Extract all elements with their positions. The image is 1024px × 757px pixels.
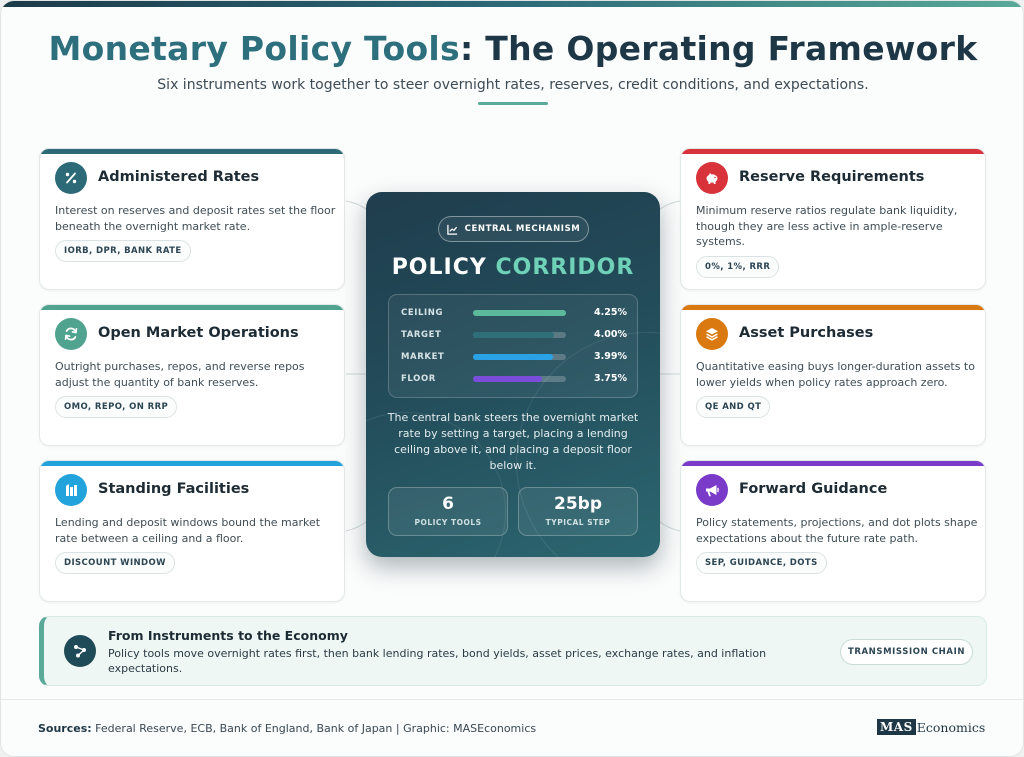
tool-card-forward-guidance: Forward Guidance Policy statements, proj…	[680, 460, 986, 602]
card-title: Open Market Operations	[98, 325, 299, 341]
rate-value: 3.75%	[594, 373, 627, 384]
rate-track	[473, 376, 566, 382]
corridor-title-part2: CORRIDOR	[495, 255, 635, 280]
stat-policy-tools: 6 POLICY TOOLS	[388, 487, 508, 536]
badge-label: CENTRAL MECHANISM	[464, 224, 581, 234]
card-description: Policy statements, projections, and dot …	[696, 516, 978, 545]
corridor-description: The central bank steers the overnight ma…	[387, 411, 639, 472]
card-accent-bar	[40, 461, 344, 466]
logo-mas: MAS	[877, 719, 916, 735]
card-title: Reserve Requirements	[739, 169, 925, 185]
rate-row-ceiling: CEILING 4.25%	[401, 305, 627, 321]
card-description: Quantitative easing buys longer-duration…	[696, 360, 975, 389]
rate-label: CEILING	[401, 308, 444, 318]
card-accent-bar	[40, 305, 344, 310]
card-tag: DISCOUNT WINDOW	[55, 552, 175, 574]
rate-value: 4.00%	[594, 329, 627, 340]
stat-value: 6	[442, 494, 454, 514]
tool-card-asset-purchases: Asset Purchases Quantitative easing buys…	[680, 304, 986, 446]
card-title: Asset Purchases	[739, 325, 874, 341]
policy-corridor-panel: CENTRAL MECHANISM POLICY CORRIDOR CEILIN…	[366, 192, 660, 557]
card-accent-bar	[681, 461, 985, 466]
layers-icon	[696, 318, 728, 350]
card-accent-bar	[40, 149, 344, 154]
tool-card-standing-facilities: Standing Facilities Lending and deposit …	[39, 460, 345, 602]
rate-row-target: TARGET 4.00%	[401, 327, 627, 343]
card-tag: SEP, GUIDANCE, DOTS	[696, 552, 827, 574]
card-description: Minimum reserve ratios regulate bank liq…	[696, 204, 958, 248]
card-title: Administered Rates	[98, 169, 260, 185]
central-mechanism-badge: CENTRAL MECHANISM	[438, 216, 589, 242]
tool-card-administered-rates: Administered Rates Interest on reserves …	[39, 148, 345, 290]
percent-icon	[55, 162, 87, 194]
megaphone-icon	[696, 474, 728, 506]
rate-bar-fill	[473, 354, 553, 360]
footer-divider	[1, 699, 1023, 700]
bank-icon	[55, 474, 87, 506]
title-underline	[478, 102, 548, 105]
card-description: Lending and deposit windows bound the ma…	[55, 516, 321, 545]
sources-line: Sources: Federal Reserve, ECB, Bank of E…	[38, 722, 536, 735]
card-tag: IORB, DPR, BANK RATE	[55, 240, 191, 262]
stat-value: 25bp	[554, 494, 602, 514]
card-accent-bar	[681, 149, 985, 154]
title-highlight: Monetary Policy Tools	[48, 29, 460, 68]
chart-line-icon	[446, 224, 457, 235]
title-rest: : The Operating Framework	[459, 29, 978, 68]
mas-economics-logo: MAS Economics	[877, 719, 985, 735]
rate-bar-fill	[473, 376, 542, 382]
card-description: Outright purchases, repos, and reverse r…	[55, 360, 305, 389]
rate-value: 3.99%	[594, 351, 627, 362]
rate-value: 4.25%	[594, 307, 627, 318]
sources-text: Federal Reserve, ECB, Bank of England, B…	[95, 722, 537, 735]
card-accent-bar	[681, 305, 985, 310]
top-accent-bar	[1, 1, 1023, 7]
rate-row-floor: FLOOR 3.75%	[401, 371, 627, 387]
transmission-title: From Instruments to the Economy	[108, 628, 348, 643]
rate-track	[473, 332, 566, 338]
rate-label: MARKET	[401, 352, 445, 362]
page-title: Monetary Policy Tools: The Operating Fra…	[1, 29, 1023, 68]
sources-label: Sources:	[38, 722, 92, 735]
rate-track	[473, 354, 566, 360]
card-title: Standing Facilities	[98, 481, 250, 497]
rate-corridor-box: CEILING 4.25% TARGET 4.00% MARKET 3.99% …	[388, 294, 638, 398]
card-title: Forward Guidance	[739, 481, 888, 497]
corridor-title-part1: POLICY	[391, 255, 487, 280]
transmission-chain-badge: TRANSMISSION CHAIN	[840, 639, 973, 665]
piggy-bank-icon	[696, 162, 728, 194]
rate-row-market: MARKET 3.99%	[401, 349, 627, 365]
transmission-description: Policy tools move overnight rates first,…	[108, 647, 767, 675]
network-icon	[64, 635, 96, 667]
stat-typical-step: 25bp TYPICAL STEP	[518, 487, 638, 536]
tool-card-reserve-requirements: Reserve Requirements Minimum reserve rat…	[680, 148, 986, 290]
rate-bar-fill	[473, 332, 554, 338]
corridor-title: POLICY CORRIDOR	[366, 255, 660, 280]
logo-economics: Economics	[916, 719, 986, 735]
card-tag: OMO, REPO, ON RRP	[55, 396, 178, 418]
rate-track	[473, 310, 566, 316]
page-subtitle: Six instruments work together to steer o…	[157, 77, 869, 93]
stat-label: POLICY TOOLS	[414, 518, 482, 527]
rate-label: FLOOR	[401, 374, 436, 384]
tool-card-open-market-operations: Open Market Operations Outright purchase…	[39, 304, 345, 446]
transmission-panel: From Instruments to the Economy Policy t…	[39, 616, 987, 686]
card-tag: 0%, 1%, RRR	[696, 256, 780, 278]
refresh-icon	[55, 318, 87, 350]
rate-bar-fill	[473, 310, 566, 316]
card-description: Interest on reserves and deposit rates s…	[55, 204, 336, 233]
card-tag: QE AND QT	[696, 396, 771, 418]
stat-label: TYPICAL STEP	[545, 518, 611, 527]
rate-label: TARGET	[401, 330, 442, 340]
